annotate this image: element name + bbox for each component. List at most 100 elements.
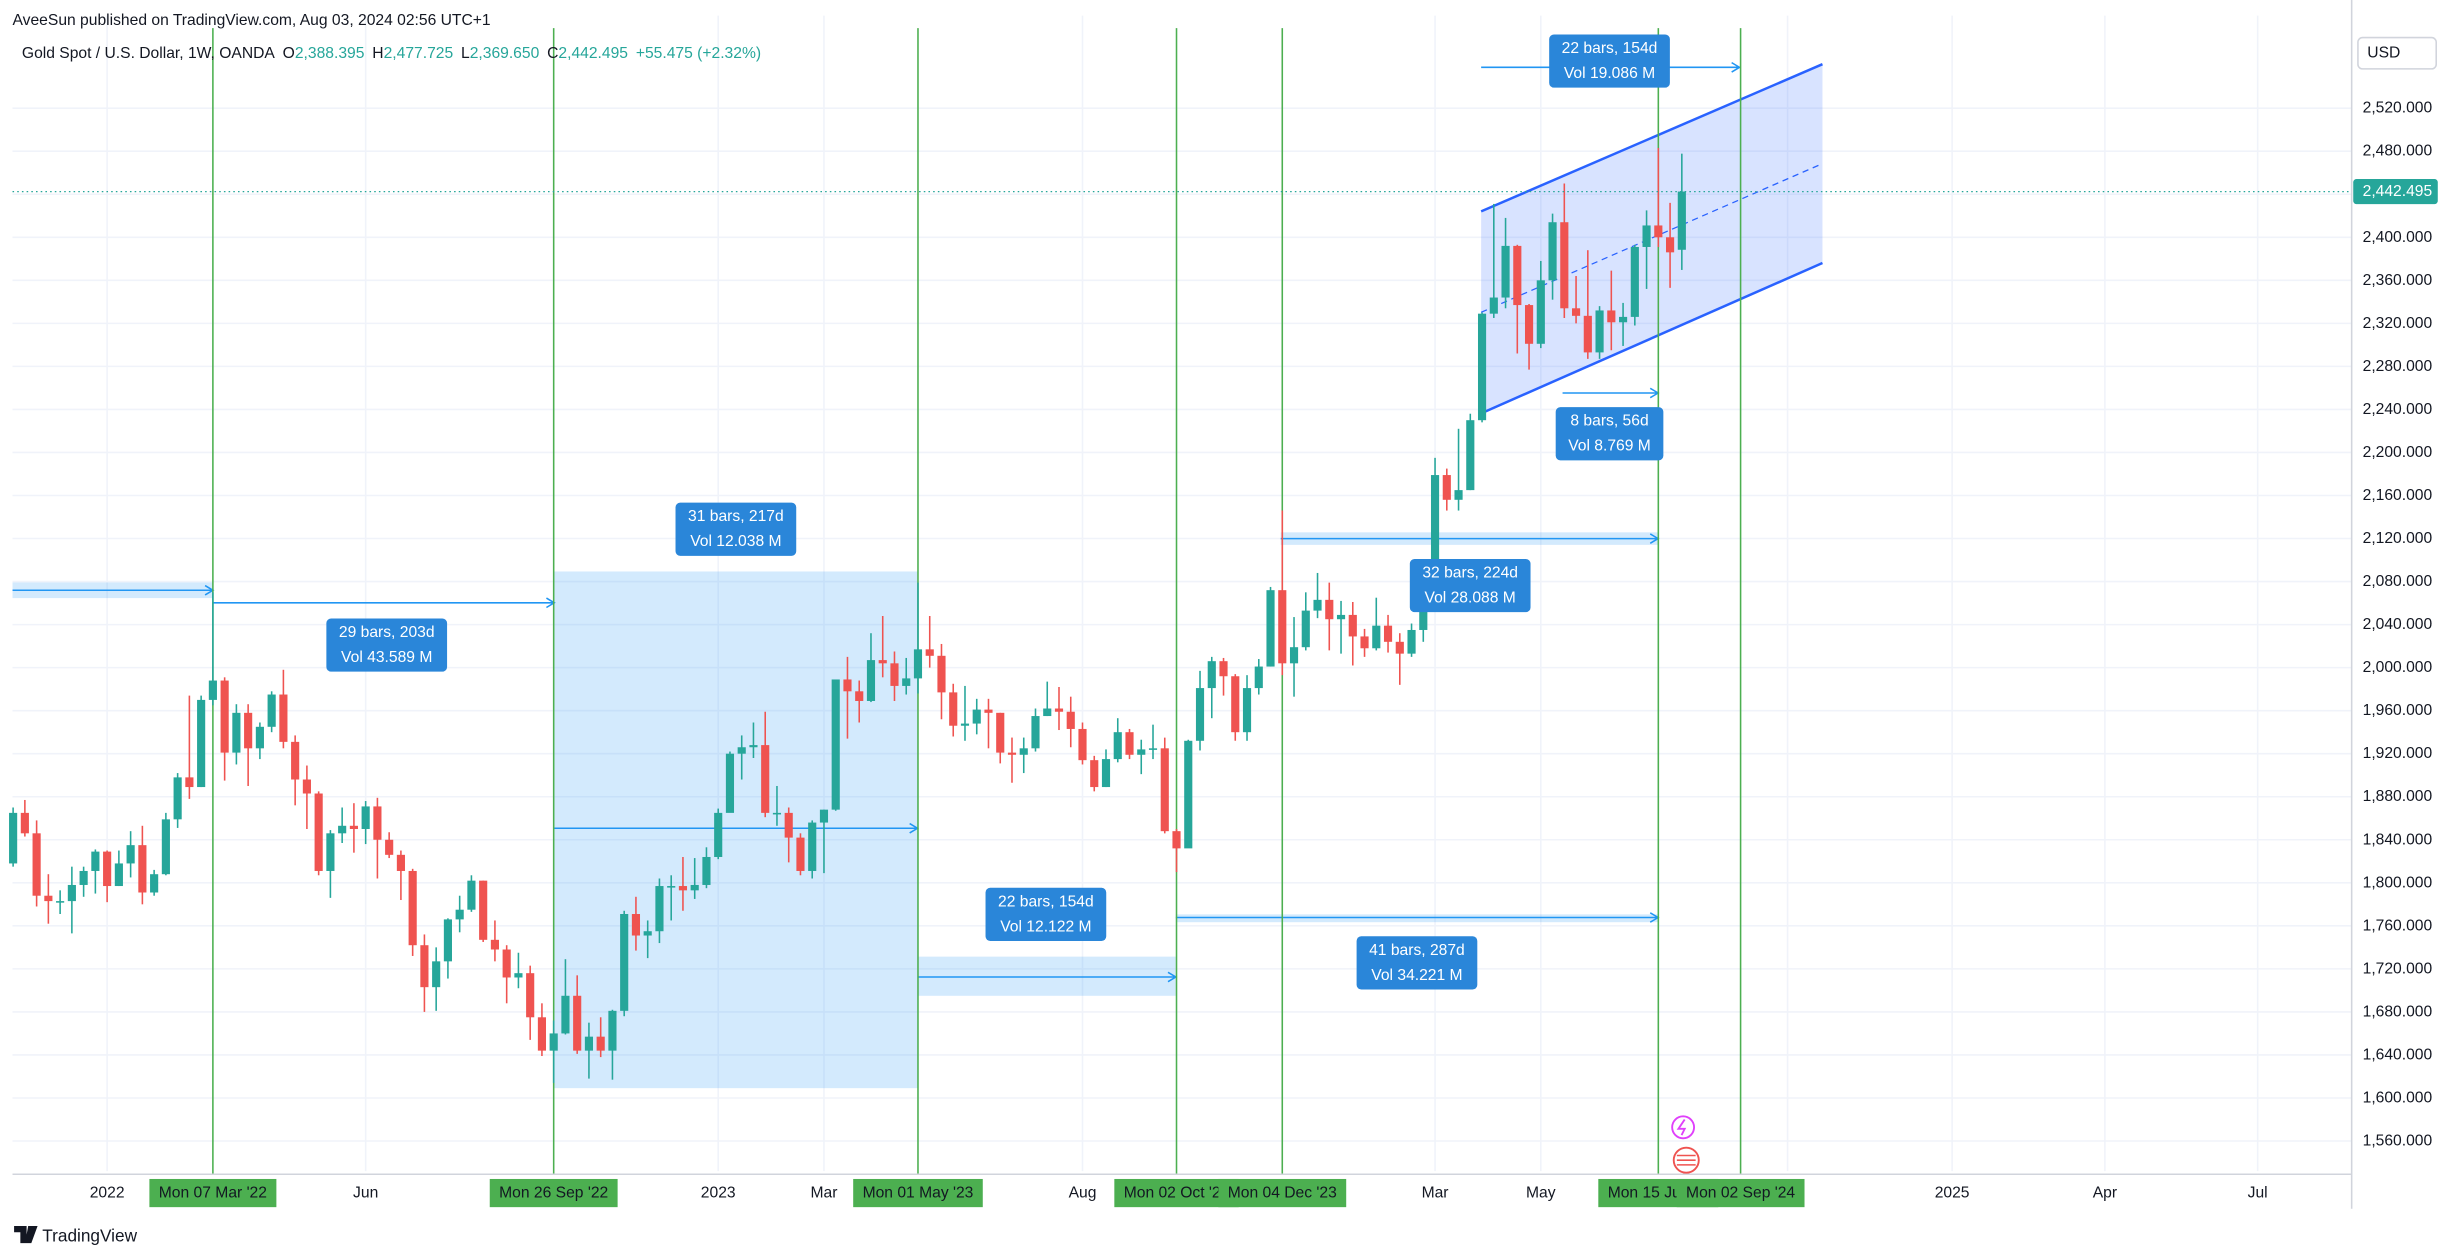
candle-body [678,886,688,891]
candle-body [1101,759,1111,788]
measure-text: Vol 34.221 M [1371,967,1462,984]
candle-body [1254,666,1263,689]
candle-body [1560,222,1569,309]
candles [9,147,2352,1083]
event-label: Mon 02 Oct '23 [1124,1185,1230,1202]
y-tick-label: 1,920.000 [2363,745,2433,762]
candle-body [1466,420,1475,491]
candle-body [1407,629,1416,654]
measure-text: Vol 28.088 M [1425,590,1516,607]
measure-label: 22 bars, 154d Vol 19.086 M [1549,34,1670,88]
ohlc-value: 2,388.395 [295,45,365,62]
candle-body [655,886,664,932]
candle-body [561,995,570,1034]
candle-body [737,747,746,754]
measure-box [1555,407,1664,461]
candle-body [479,880,488,940]
candle-body [1536,280,1545,344]
candle-body [984,709,993,713]
candle-body [667,886,676,888]
measure-text: 31 bars, 217d [688,508,784,525]
candle-body [1148,748,1158,750]
y-tick-label: 2,040.000 [2363,616,2433,633]
y-tick-label: 1,560.000 [2363,1133,2433,1150]
candle-body [1571,308,1581,316]
channel-mid [1480,163,1823,313]
candle-body [1031,716,1040,749]
candle-body [9,812,18,864]
candle-body [902,678,911,686]
y-tick-label: 1,640.000 [2363,1046,2433,1063]
ohlc-key: H [372,45,383,62]
candle-body [1278,590,1287,664]
y-tick-label: 2,080.000 [2363,573,2433,590]
measure-text: 29 bars, 203d [339,624,435,641]
candle-body [1348,614,1357,637]
candle-body [314,793,323,871]
candle-body [44,895,53,902]
measure-label: 32 bars, 224d Vol 28.088 M [1409,558,1531,613]
candle-body [1501,245,1510,298]
candle-body [866,660,876,701]
candle-body [761,745,770,813]
candle-body [1548,222,1557,281]
candle-body [279,694,288,742]
candle-body [79,870,88,885]
candle-body [549,1033,558,1051]
measure-text: 22 bars, 154d [998,893,1094,910]
candle-body [1595,310,1604,353]
candle-body [526,973,535,1018]
candle-body [1360,636,1369,649]
measure-text: Vol 43.589 M [341,649,432,666]
x-tick-label: 2023 [701,1185,736,1202]
candle-body [1642,225,1651,247]
candle-body [420,945,429,988]
candle-body [1395,641,1404,654]
candle-body [373,806,382,840]
y-tick-label: 1,880.000 [2363,788,2433,805]
candle-body [1090,760,1099,788]
candle-body [819,809,829,823]
candle-body [361,806,370,830]
candle-body [291,741,300,780]
candle-body [1184,740,1193,849]
symbol: Gold Spot / U.S. Dollar, 1W, OANDA [22,45,276,62]
y-tick-label: 2,200.000 [2363,444,2433,461]
candle-body [32,833,41,896]
candle-body [1583,315,1592,353]
candle-body [1219,661,1228,677]
publisher: AveeSun published on TradingView.com, Au… [13,12,491,29]
economic-icon-flag [1676,1154,1696,1166]
candle-body [1325,599,1334,620]
candle-body [1677,191,1686,250]
candle-body [808,822,817,871]
candle-body [91,851,100,871]
candle-body [138,845,147,893]
event-label: Mon 07 Mar '22 [159,1185,267,1202]
candle-body [1513,245,1522,306]
candle-body [1489,297,1498,314]
symbol-legend: Gold Spot / U.S. Dollar, 1W, OANDA O2,388… [22,45,761,62]
x-tick-label: Apr [2093,1185,2117,1202]
candle-body [1007,752,1017,755]
candle-body [925,649,934,656]
drawings [12,61,1823,1089]
currency: USD [2367,45,2400,62]
event-label: Mon 02 Sep '24 [1686,1185,1795,1202]
candle-body [197,699,206,788]
y-tick-label: 1,800.000 [2363,874,2433,891]
event-label-box [1114,1178,1239,1208]
candle-body [1078,728,1087,761]
candle-body [608,1010,617,1051]
channel-fill [1481,64,1823,414]
y-tick-label: 1,720.000 [2363,960,2433,977]
event-label-box [149,1178,277,1208]
candle-body [1054,708,1064,712]
candle-body [643,931,652,936]
y-tick-label: 1,680.000 [2363,1003,2433,1020]
y-tick-label: 2,400.000 [2363,229,2433,246]
measure-box [1356,936,1478,990]
candle-body [996,712,1005,753]
